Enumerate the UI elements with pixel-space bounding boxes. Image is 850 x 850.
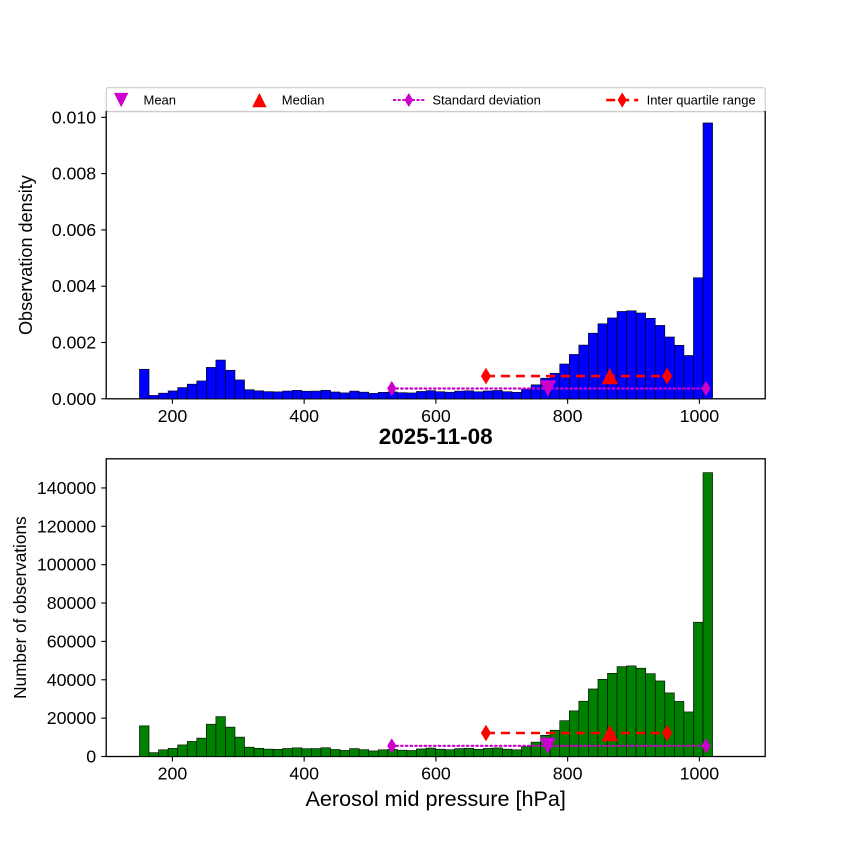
svg-text:1000: 1000 <box>680 764 720 784</box>
svg-text:0.006: 0.006 <box>52 220 97 240</box>
svg-text:200: 200 <box>158 406 188 426</box>
svg-text:Observation density: Observation density <box>16 174 36 335</box>
svg-text:400: 400 <box>289 406 319 426</box>
svg-text:0: 0 <box>86 747 96 767</box>
svg-text:Aerosol mid pressure [hPa]: Aerosol mid pressure [hPa] <box>305 786 565 811</box>
svg-text:800: 800 <box>553 764 583 784</box>
svg-text:140000: 140000 <box>37 478 96 498</box>
svg-text:0.002: 0.002 <box>52 333 97 353</box>
svg-text:Standard deviation: Standard deviation <box>432 93 540 108</box>
svg-text:Mean: Mean <box>144 93 177 108</box>
svg-text:20000: 20000 <box>47 708 97 728</box>
svg-text:200: 200 <box>158 764 188 784</box>
svg-text:800: 800 <box>553 406 583 426</box>
svg-text:Number of observations: Number of observations <box>10 516 30 698</box>
svg-text:Inter quartile range: Inter quartile range <box>647 93 756 108</box>
svg-text:0.008: 0.008 <box>52 164 97 184</box>
svg-text:40000: 40000 <box>47 670 97 690</box>
svg-text:400: 400 <box>289 764 319 784</box>
svg-text:600: 600 <box>421 406 451 426</box>
svg-text:0.010: 0.010 <box>52 107 97 127</box>
svg-text:2025-11-08: 2025-11-08 <box>379 424 493 449</box>
svg-text:1000: 1000 <box>680 406 720 426</box>
svg-text:0.004: 0.004 <box>52 276 97 296</box>
svg-text:0.000: 0.000 <box>52 389 97 409</box>
svg-text:100000: 100000 <box>37 555 96 575</box>
svg-text:600: 600 <box>421 764 451 784</box>
svg-text:80000: 80000 <box>47 593 97 613</box>
svg-text:Median: Median <box>282 93 325 108</box>
svg-text:60000: 60000 <box>47 631 97 651</box>
svg-text:120000: 120000 <box>37 516 96 536</box>
